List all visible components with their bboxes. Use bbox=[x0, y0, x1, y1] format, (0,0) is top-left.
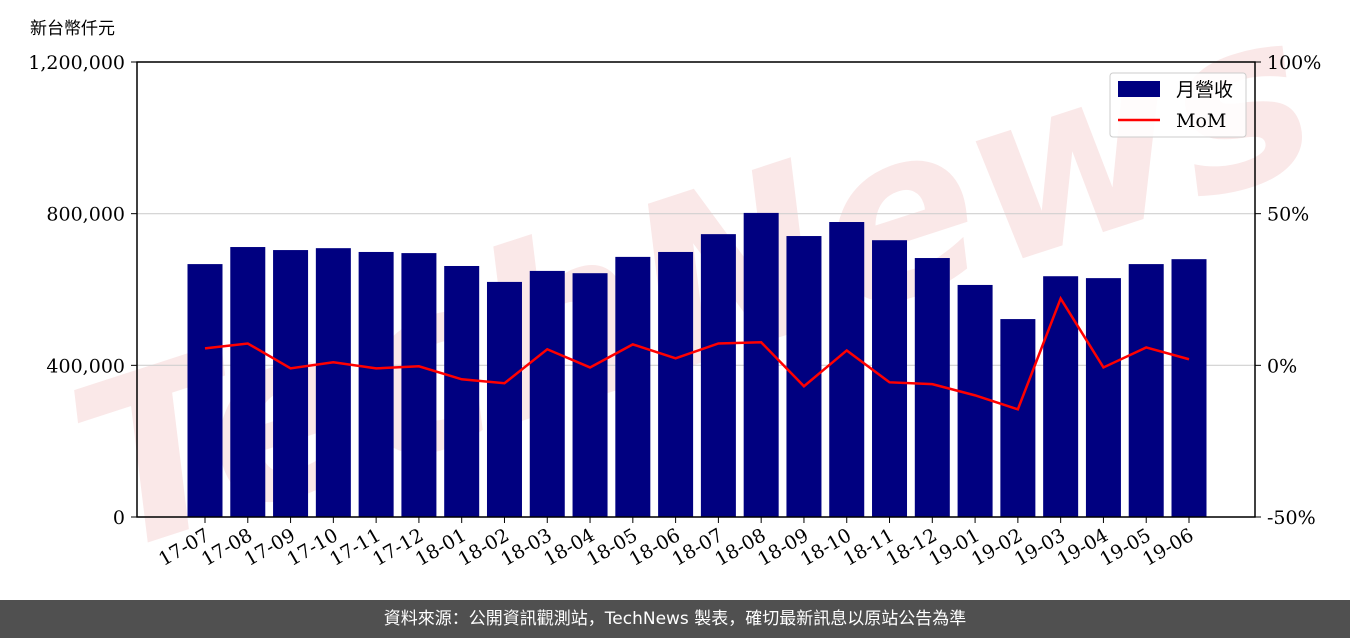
bar-19-01 bbox=[957, 284, 993, 517]
legend-label-revenue: 月營收 bbox=[1176, 79, 1233, 101]
bar-19-06 bbox=[1171, 259, 1207, 517]
bar-18-02 bbox=[486, 281, 522, 517]
bar-17-08 bbox=[230, 247, 266, 518]
bar-18-11 bbox=[872, 240, 908, 518]
revenue-chart: TechNews0400,000800,0001,200,000-50%0%50… bbox=[28, 0, 1344, 600]
bar-18-01 bbox=[444, 265, 480, 517]
bar-19-02 bbox=[1000, 319, 1036, 517]
y-tick-label: 0 bbox=[113, 507, 125, 529]
bar-17-09 bbox=[273, 250, 309, 518]
bar-18-04 bbox=[572, 273, 608, 517]
footer-source-note: 資料來源：公開資訊觀測站，TechNews 製表，確切最新訊息以原站公告為準 bbox=[0, 600, 1350, 638]
y-tick-label: 400,000 bbox=[46, 355, 125, 377]
bar-18-03 bbox=[529, 270, 565, 517]
bar-17-11 bbox=[358, 251, 394, 517]
legend-swatch-bar bbox=[1118, 81, 1160, 97]
x-tick-label: 19-06 bbox=[1139, 524, 1197, 570]
bar-19-05 bbox=[1128, 264, 1164, 517]
bar-18-07 bbox=[700, 234, 736, 517]
y2-tick-label: 0% bbox=[1267, 355, 1297, 377]
bar-17-12 bbox=[401, 253, 437, 517]
bar-17-10 bbox=[315, 248, 351, 517]
bar-18-10 bbox=[829, 222, 865, 517]
y-axis-unit-label: 新台幣仟元 bbox=[30, 19, 115, 39]
plot-frame bbox=[136, 61, 1256, 518]
bar-17-07 bbox=[187, 264, 223, 517]
bar-19-04 bbox=[1085, 278, 1121, 517]
bar-18-08 bbox=[743, 212, 779, 518]
legend-label-mom: MoM bbox=[1176, 110, 1226, 132]
bar-18-05 bbox=[615, 256, 651, 517]
y2-tick-label: 50% bbox=[1267, 204, 1309, 226]
y2-tick-label: 100% bbox=[1267, 52, 1321, 74]
y2-tick-label: -50% bbox=[1267, 507, 1316, 529]
y-tick-label: 800,000 bbox=[46, 204, 125, 226]
bar-18-06 bbox=[658, 251, 694, 517]
y-tick-label: 1,200,000 bbox=[28, 52, 125, 74]
mom-line bbox=[204, 295, 1190, 411]
bar-19-03 bbox=[1043, 276, 1079, 517]
